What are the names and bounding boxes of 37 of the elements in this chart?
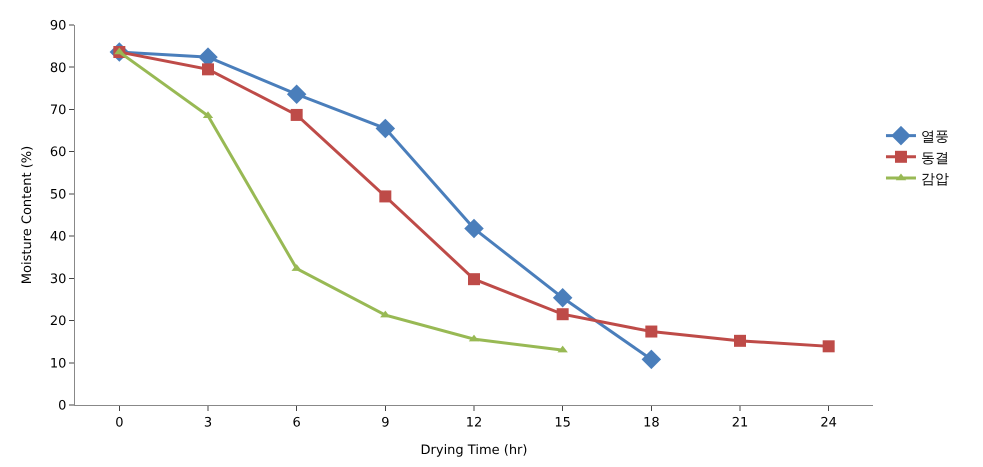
y-tick-label: 80 [50, 60, 66, 76]
point [379, 190, 392, 202]
point [822, 340, 835, 352]
point [645, 326, 658, 338]
x-tick-label: 3 [204, 416, 212, 431]
point [464, 218, 484, 238]
x-tick-label: 18 [643, 416, 660, 431]
point [552, 288, 572, 308]
point [734, 334, 746, 347]
x-tick-label: 15 [554, 416, 571, 431]
y-tick-label: 70 [50, 102, 66, 118]
point [376, 118, 396, 138]
y-tick-label: 30 [50, 272, 66, 287]
y-tick-label: 10 [50, 356, 66, 372]
point [468, 273, 480, 286]
x-axis-title: Drying Time (hr) [420, 443, 528, 458]
legend-label: 열풍 [920, 129, 949, 146]
point [286, 84, 306, 104]
x-tick-label: 12 [466, 416, 482, 431]
y-tick-label: 90 [50, 18, 66, 34]
y-tick-label: 50 [50, 187, 66, 202]
legend-label: 동결 [920, 150, 949, 166]
y-tick-label: 0 [58, 398, 66, 414]
x-tick-label: 21 [732, 416, 748, 431]
x-tick-label: 0 [115, 416, 124, 431]
y-tick-label: 40 [50, 230, 66, 245]
legend-label: 감압 [920, 171, 949, 188]
point [202, 63, 214, 76]
point [290, 108, 303, 121]
x-tick-label: 24 [820, 416, 837, 431]
y-tick-label: 60 [50, 145, 66, 160]
y-tick-label: 20 [50, 314, 66, 330]
x-tick-label: 6 [292, 416, 301, 431]
point [642, 350, 662, 370]
point [556, 308, 569, 320]
x-tick-label: 9 [381, 416, 390, 431]
y-axis-title: Moisture Content (%) [20, 146, 35, 284]
